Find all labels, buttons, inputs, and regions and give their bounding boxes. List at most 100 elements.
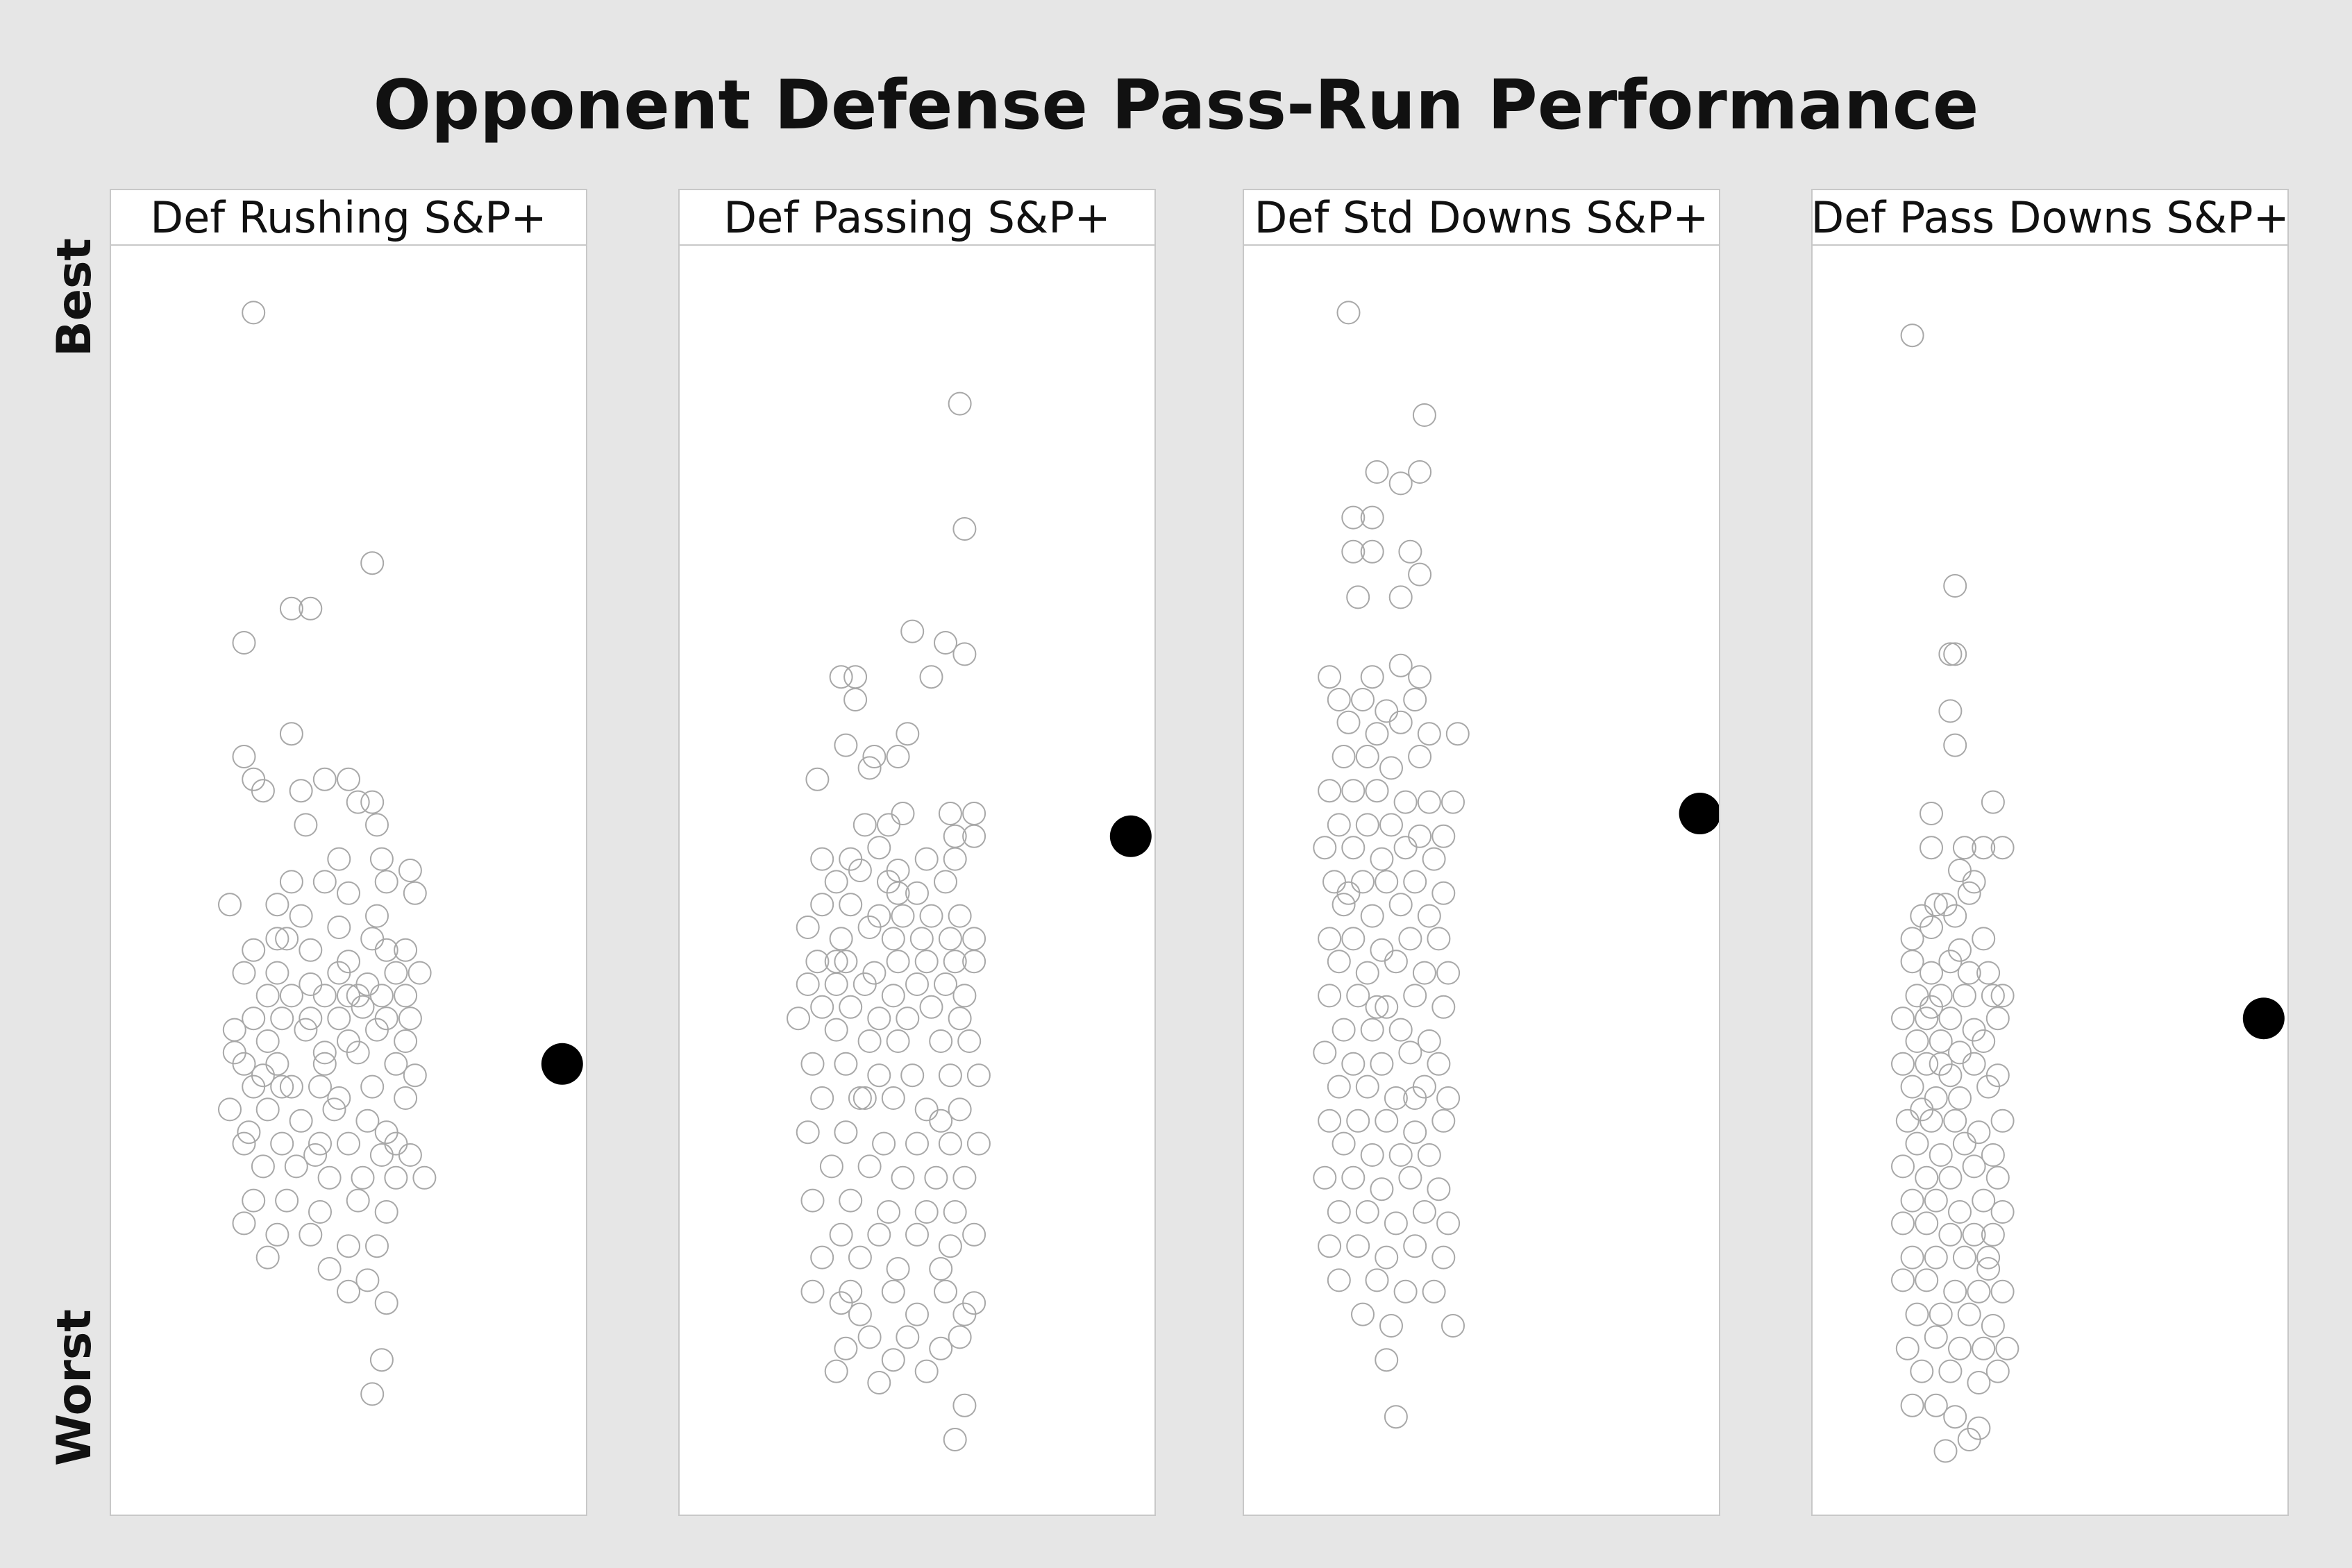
data-point xyxy=(857,1154,882,1179)
data-point xyxy=(279,596,303,621)
data-point xyxy=(929,1029,953,1053)
data-point xyxy=(914,1097,939,1122)
data-point xyxy=(1336,881,1361,905)
data-point xyxy=(317,1165,342,1190)
data-point xyxy=(1924,1245,1948,1270)
data-point xyxy=(265,1222,289,1247)
data-point xyxy=(327,847,351,871)
data-point xyxy=(1972,1336,1996,1360)
data-point xyxy=(365,904,389,928)
data-point xyxy=(1384,950,1408,974)
data-point xyxy=(962,950,986,974)
panel-def-pass-downs: Def Pass Downs S&P+ xyxy=(1811,189,2289,1516)
data-point xyxy=(1924,893,1948,917)
data-point xyxy=(796,972,820,996)
data-point xyxy=(1355,961,1379,985)
highlight-point xyxy=(2242,997,2285,1040)
data-point xyxy=(1905,1029,1929,1053)
data-point xyxy=(1318,779,1342,803)
data-point xyxy=(1445,722,1470,746)
data-point xyxy=(1976,961,2001,985)
data-point xyxy=(934,631,957,655)
data-point xyxy=(1891,1211,1915,1236)
data-point xyxy=(270,1131,294,1156)
data-point xyxy=(1427,927,1451,951)
data-point xyxy=(327,1006,351,1031)
data-point xyxy=(1341,1165,1366,1190)
data-point xyxy=(289,904,313,928)
data-point xyxy=(1403,1086,1427,1110)
data-point xyxy=(1375,1245,1399,1270)
data-point xyxy=(1948,1040,1972,1065)
data-point xyxy=(1403,1234,1427,1258)
data-point xyxy=(403,1063,427,1088)
data-point xyxy=(1938,1006,1963,1031)
data-point xyxy=(218,893,242,917)
data-point xyxy=(1900,950,1924,974)
data-point xyxy=(1985,1165,2010,1190)
data-point xyxy=(1398,927,1422,951)
data-point xyxy=(365,813,389,837)
data-point xyxy=(948,1006,972,1031)
data-point xyxy=(1370,938,1394,962)
data-point xyxy=(834,1336,858,1360)
data-point xyxy=(251,779,275,803)
data-point xyxy=(905,881,929,905)
data-point xyxy=(1332,1131,1356,1156)
data-point xyxy=(805,767,830,791)
data-point xyxy=(1891,1268,1915,1292)
data-point xyxy=(1972,1029,1996,1053)
data-point xyxy=(1957,961,1981,985)
data-point xyxy=(810,1245,834,1270)
data-point xyxy=(934,972,957,996)
data-point xyxy=(1905,1302,1929,1326)
data-point xyxy=(1375,995,1399,1019)
data-point xyxy=(1346,984,1370,1008)
data-point xyxy=(1967,1371,1991,1394)
data-point xyxy=(914,847,939,871)
data-point xyxy=(1910,1359,1934,1383)
data-point xyxy=(251,1063,275,1088)
data-point xyxy=(1900,1188,1924,1213)
data-point xyxy=(929,1108,953,1133)
data-point xyxy=(1915,1165,1939,1190)
data-point xyxy=(1943,1108,1967,1133)
data-point xyxy=(1981,1314,2005,1338)
data-point xyxy=(852,972,877,996)
data-point xyxy=(952,517,977,541)
data-point xyxy=(303,1143,328,1167)
data-point xyxy=(403,881,427,905)
data-point xyxy=(327,916,351,939)
data-point xyxy=(952,1165,977,1190)
data-point xyxy=(312,870,337,894)
data-point xyxy=(824,972,848,996)
data-point xyxy=(1355,813,1379,837)
data-point xyxy=(408,961,432,985)
data-point xyxy=(232,745,256,768)
data-point xyxy=(1375,699,1399,723)
data-point xyxy=(1318,984,1342,1008)
data-point xyxy=(1431,881,1456,905)
data-point xyxy=(1990,984,2015,1008)
data-point xyxy=(346,984,370,1008)
data-point xyxy=(1952,1245,1976,1270)
data-point xyxy=(255,984,280,1008)
data-point xyxy=(1948,938,1972,962)
data-point xyxy=(1370,847,1394,871)
data-point xyxy=(1327,1200,1351,1224)
data-point xyxy=(1957,881,1981,905)
data-point xyxy=(369,1348,394,1372)
data-point xyxy=(1920,836,1943,860)
data-point xyxy=(1313,1040,1337,1065)
data-point xyxy=(886,950,910,974)
data-point xyxy=(824,870,848,894)
data-point xyxy=(1938,1165,1963,1190)
data-point xyxy=(1920,802,1943,825)
data-point xyxy=(848,1086,872,1110)
data-point xyxy=(914,1359,939,1383)
data-point xyxy=(952,1302,977,1326)
data-point xyxy=(237,1120,261,1145)
data-point xyxy=(1398,539,1422,564)
data-point xyxy=(265,961,289,985)
data-point xyxy=(1920,916,1943,939)
